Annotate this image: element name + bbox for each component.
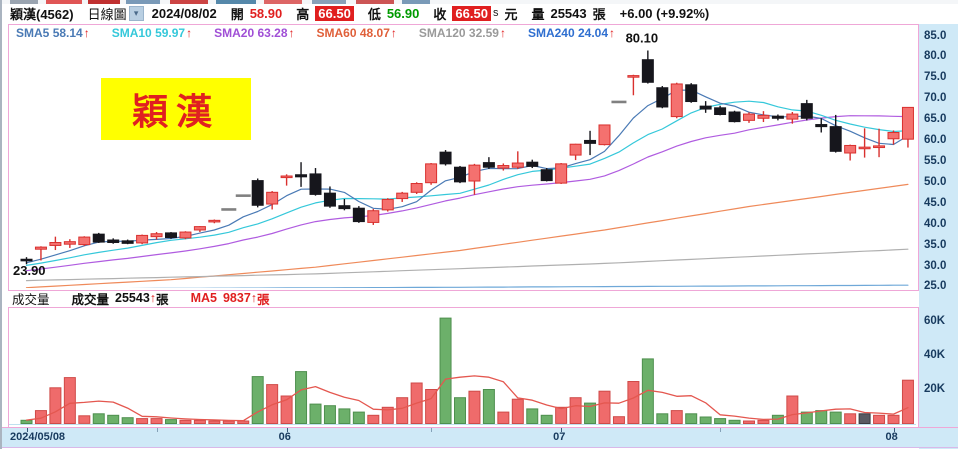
volume-series-value: 25543 xyxy=(115,291,150,305)
price-axis-label: 70.0 xyxy=(924,92,947,105)
price-axis-label: 75.0 xyxy=(924,71,947,84)
clipped-toolbar-fragment xyxy=(402,0,430,4)
clipped-toolbar xyxy=(2,0,958,4)
price-axis-label: 60.0 xyxy=(924,134,947,147)
high-label: 高 xyxy=(296,6,310,22)
sma120-legend: SMA120 32.59↑ xyxy=(418,26,506,40)
chart-type-selector[interactable]: 日線圖 xyxy=(87,6,127,22)
stock-title: 穎漢(4562) xyxy=(10,6,74,22)
price-axis-label: 55.0 xyxy=(924,154,947,167)
price-axis-label: 65.0 xyxy=(924,113,947,126)
volume-axis-label: 40K xyxy=(924,349,946,361)
time-axis-tick xyxy=(561,428,563,432)
open-label: 開 xyxy=(230,6,244,22)
time-axis: 2024/05/08 06 07 08 xyxy=(2,427,958,448)
price-axis-label: 25.0 xyxy=(924,280,947,293)
low-value: 56.90 xyxy=(386,5,420,21)
clipped-toolbar-fragment xyxy=(264,0,302,4)
clipped-toolbar-fragment xyxy=(356,0,394,4)
sma240-legend: SMA240 24.04↑ xyxy=(527,26,616,40)
watermark-badge: 穎漢 xyxy=(101,78,251,140)
svg-text:23.90: 23.90 xyxy=(13,263,46,278)
clipped-toolbar-fragment xyxy=(126,0,160,4)
high-value: 66.50 xyxy=(315,5,354,21)
quote-date: 2024/08/02 xyxy=(151,5,217,21)
time-axis-label: 2024/05/08 xyxy=(10,431,66,443)
volume-ma5-value: 9837 xyxy=(222,291,251,305)
currency-unit: 元 xyxy=(504,6,518,22)
volume-series-unit: 張 xyxy=(156,292,169,307)
change-value: +6.00 (+9.92%) xyxy=(619,5,710,21)
volume-series-label: 成交量 xyxy=(71,292,110,307)
open-value: 58.90 xyxy=(249,5,283,21)
watermark-text: 穎漢 xyxy=(131,91,220,132)
time-axis-tick xyxy=(720,428,722,432)
volume-value: 25543 xyxy=(550,5,587,21)
volume-pane-label: 成交量 xyxy=(12,292,50,307)
volume-axis-label: 20K xyxy=(924,383,946,395)
time-axis-tick xyxy=(156,428,158,432)
volume-header: 成交量 成交量 25543 ↑ 張 MA5 9837 ↑ 張 xyxy=(12,290,270,307)
volume-up-arrow: ↑ xyxy=(149,291,157,305)
price-axis-label: 80.0 xyxy=(924,50,947,63)
clipped-toolbar-fragment xyxy=(10,0,38,4)
close-value: 66.50 xyxy=(452,5,491,21)
time-axis-label: 08 xyxy=(885,431,898,443)
time-axis-label: 07 xyxy=(553,431,566,443)
time-axis-tick xyxy=(893,428,895,432)
price-axis-label: 45.0 xyxy=(924,196,947,209)
clipped-toolbar-fragment xyxy=(216,0,256,4)
clipped-toolbar-fragment xyxy=(88,0,120,4)
quote-info-bar: 穎漢(4562) 日線圖 ▾ 2024/08/02 開 58.90 高 66.5… xyxy=(10,4,958,22)
volume-unit: 張 xyxy=(592,6,606,22)
price-axis-label: 40.0 xyxy=(924,217,947,230)
time-axis-label: 06 xyxy=(278,431,291,443)
volume-axis-label: 60K xyxy=(924,315,946,327)
volume-chart-pane xyxy=(8,307,919,428)
price-axis-label: 85.0 xyxy=(924,29,947,42)
time-axis-tick xyxy=(286,428,288,432)
price-axis: 85.0 80.0 75.0 70.0 65.0 60.0 55.0 50.0 45.0 40.0… xyxy=(919,24,958,449)
volume-ma5-label: MA5 xyxy=(190,291,217,305)
close-label: 收 xyxy=(433,6,447,22)
clipped-toolbar-fragment xyxy=(312,0,346,4)
svg-text:80.10: 80.10 xyxy=(626,30,659,45)
price-axis-label: 35.0 xyxy=(924,238,947,251)
sma-legend: SMA5 58.14↑ SMA10 59.97↑ SMA20 63.28↑ SM… xyxy=(16,26,637,41)
time-axis-tick xyxy=(431,428,433,432)
price-axis-label: 50.0 xyxy=(924,175,947,188)
low-label: 低 xyxy=(367,6,381,22)
sma5-legend: SMA5 58.14↑ xyxy=(16,26,90,40)
sma10-legend: SMA10 59.97↑ xyxy=(111,26,193,40)
clipped-toolbar-fragment xyxy=(170,0,208,4)
price-axis-label: 30.0 xyxy=(924,259,947,272)
time-axis-tick xyxy=(26,428,28,432)
sma20-legend: SMA20 63.28↑ xyxy=(214,26,295,40)
chevron-down-icon[interactable]: ▾ xyxy=(128,5,144,21)
clipped-toolbar-fragment xyxy=(46,0,82,4)
candlestick-chart[interactable]: 80.10 23.90 xyxy=(9,25,916,288)
limit-flag: s xyxy=(492,7,499,19)
sma60-legend: SMA60 48.07↑ xyxy=(316,26,397,40)
volume-ma5-unit: 張 xyxy=(257,292,270,307)
volume-chart[interactable] xyxy=(9,308,916,425)
price-chart-pane: 80.10 23.90 穎漢 xyxy=(8,24,919,291)
volume-label: 量 xyxy=(531,6,545,22)
volume-ma5-arrow: ↑ xyxy=(250,291,258,305)
